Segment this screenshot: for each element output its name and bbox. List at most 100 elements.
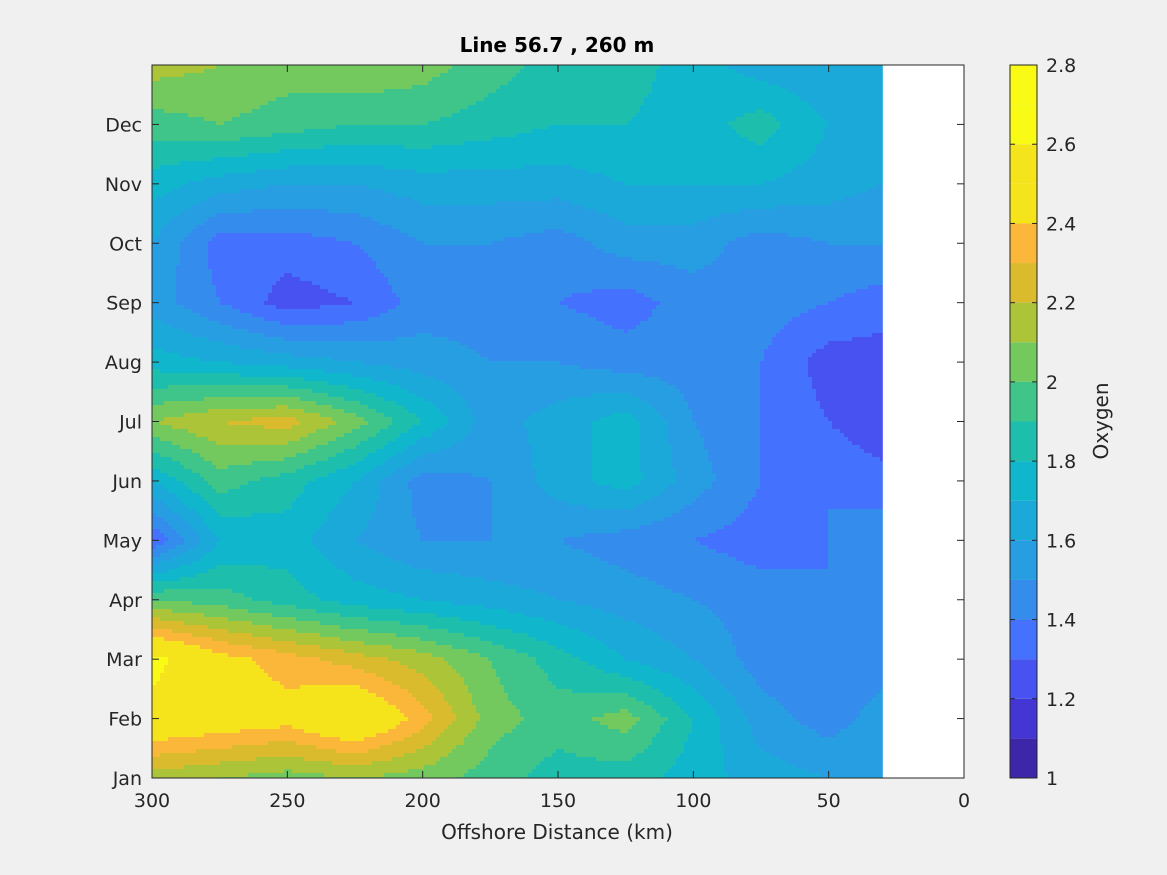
contour-cell: [840, 93, 845, 98]
contour-cell: [808, 133, 813, 138]
contour-cell: [568, 121, 573, 126]
contour-cell: [388, 65, 393, 70]
contour-cell: [472, 133, 477, 138]
contour-cell: [260, 89, 265, 94]
contour-cell: [360, 93, 365, 98]
contour-cell: [688, 145, 693, 150]
contour-cell: [720, 69, 725, 74]
contour-cell: [664, 145, 669, 150]
contour-cell: [732, 153, 737, 158]
contour-cell: [596, 149, 601, 154]
contour-cell: [776, 109, 781, 114]
contour-cell: [688, 117, 693, 122]
contour-cell: [840, 129, 845, 134]
contour-cell: [316, 125, 321, 130]
contour-cell: [672, 89, 677, 94]
contour-cell: [208, 153, 213, 158]
contour-cell: [756, 113, 761, 118]
contour-cell: [656, 113, 661, 118]
contour-cell: [500, 109, 505, 114]
contour-cell: [440, 133, 445, 138]
contour-cell: [452, 101, 457, 106]
contour-cell: [812, 93, 817, 98]
contour-cell: [176, 85, 181, 90]
contour-cell: [856, 93, 861, 98]
contour-cell: [836, 85, 841, 90]
contour-cell: [388, 89, 393, 94]
contour-cell: [760, 97, 765, 102]
contour-cell: [596, 73, 601, 78]
contour-cell: [152, 161, 157, 166]
contour-cell: [184, 65, 189, 70]
contour-cell: [812, 133, 817, 138]
contour-cell: [164, 77, 169, 82]
contour-cell: [664, 73, 669, 78]
contour-cell: [360, 129, 365, 134]
contour-cell: [616, 117, 621, 122]
contour-cell: [612, 153, 617, 158]
contour-cell: [232, 113, 237, 118]
contour-cell: [812, 105, 817, 110]
contour-cell: [628, 69, 633, 74]
contour-cell: [588, 81, 593, 86]
contour-cell: [212, 65, 217, 70]
contour-cell: [856, 113, 861, 118]
contour-cell: [588, 125, 593, 130]
contour-cell: [592, 93, 597, 98]
contour-cell: [580, 129, 585, 134]
contour-cell: [376, 65, 381, 70]
contour-cell: [168, 133, 173, 138]
contour-cell: [820, 125, 825, 130]
contour-cell: [248, 105, 253, 110]
contour-cell: [752, 145, 757, 150]
contour-cell: [412, 157, 417, 162]
contour-cell: [812, 145, 817, 150]
contour-cell: [736, 113, 741, 118]
contour-cell: [488, 157, 493, 162]
contour-cell: [200, 93, 205, 98]
contour-cell: [696, 137, 701, 142]
contour-cell: [684, 121, 689, 126]
contour-cell: [828, 149, 833, 154]
contour-cell: [236, 73, 241, 78]
contour-cell: [380, 125, 385, 130]
contour-cell: [540, 73, 545, 78]
contour-cell: [532, 97, 537, 102]
contour-cell: [280, 89, 285, 94]
contour-cell: [280, 157, 285, 162]
contour-cell: [608, 137, 613, 142]
contour-cell: [744, 145, 749, 150]
contour-cell: [732, 133, 737, 138]
contour-cell: [616, 69, 621, 74]
contour-cell: [256, 117, 261, 122]
contour-cell: [336, 89, 341, 94]
contour-cell: [560, 93, 565, 98]
contour-cell: [688, 93, 693, 98]
contour-cell: [580, 69, 585, 74]
contour-cell: [592, 77, 597, 82]
contour-cell: [160, 145, 165, 150]
contour-cell: [164, 65, 169, 70]
contour-cell: [428, 97, 433, 102]
contour-cell: [196, 97, 201, 102]
contour-cell: [560, 89, 565, 94]
contour-cell: [604, 141, 609, 146]
contour-cell: [256, 129, 261, 134]
contour-cell: [548, 109, 553, 114]
contour-cell: [304, 85, 309, 90]
contour-cell: [404, 121, 409, 126]
contour-cell: [456, 85, 461, 90]
contour-cell: [804, 73, 809, 78]
contour-cell: [368, 141, 373, 146]
contour-cell: [840, 153, 845, 158]
contour-cell: [260, 149, 265, 154]
contour-cell: [828, 145, 833, 150]
contour-cell: [816, 137, 821, 142]
contour-cell: [332, 89, 337, 94]
contour-cell: [436, 113, 441, 118]
contour-cell: [672, 149, 677, 154]
contour-cell: [388, 125, 393, 130]
contour-cell: [696, 89, 701, 94]
contour-cell: [232, 137, 237, 142]
contour-cell: [808, 109, 813, 114]
